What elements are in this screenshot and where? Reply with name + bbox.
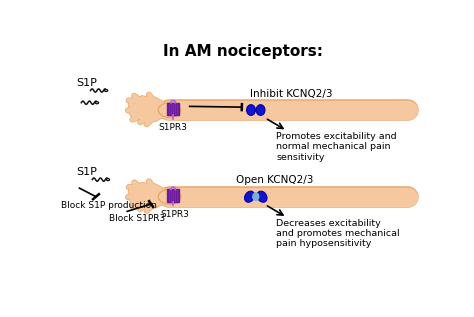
Text: Promotes excitability and
normal mechanical pain
sensitivity: Promotes excitability and normal mechani…	[276, 132, 397, 162]
Text: Block S1PR3: Block S1PR3	[109, 214, 165, 223]
Text: Block S1P production: Block S1P production	[61, 201, 157, 210]
Text: S1P: S1P	[76, 167, 97, 177]
Text: In AM nociceptors:: In AM nociceptors:	[163, 44, 323, 59]
Circle shape	[158, 189, 181, 204]
Ellipse shape	[246, 105, 255, 115]
Text: Inhibit KCNQ2/3: Inhibit KCNQ2/3	[250, 89, 333, 99]
Text: S1P: S1P	[76, 78, 97, 88]
Text: S1PR3: S1PR3	[159, 123, 188, 133]
Ellipse shape	[256, 105, 265, 115]
Circle shape	[158, 103, 181, 118]
Ellipse shape	[252, 192, 259, 201]
Text: S1PR3: S1PR3	[161, 210, 190, 219]
Bar	[167, 189, 179, 202]
Circle shape	[107, 178, 109, 181]
Circle shape	[95, 102, 99, 104]
Circle shape	[105, 89, 108, 92]
Text: Decreases excitability
and promotes mechanical
pain hyposensitivity: Decreases excitability and promotes mech…	[276, 219, 400, 249]
Text: Open KCNQ2/3: Open KCNQ2/3	[236, 175, 313, 185]
Ellipse shape	[257, 191, 267, 202]
Bar	[167, 103, 179, 115]
Ellipse shape	[245, 191, 255, 202]
